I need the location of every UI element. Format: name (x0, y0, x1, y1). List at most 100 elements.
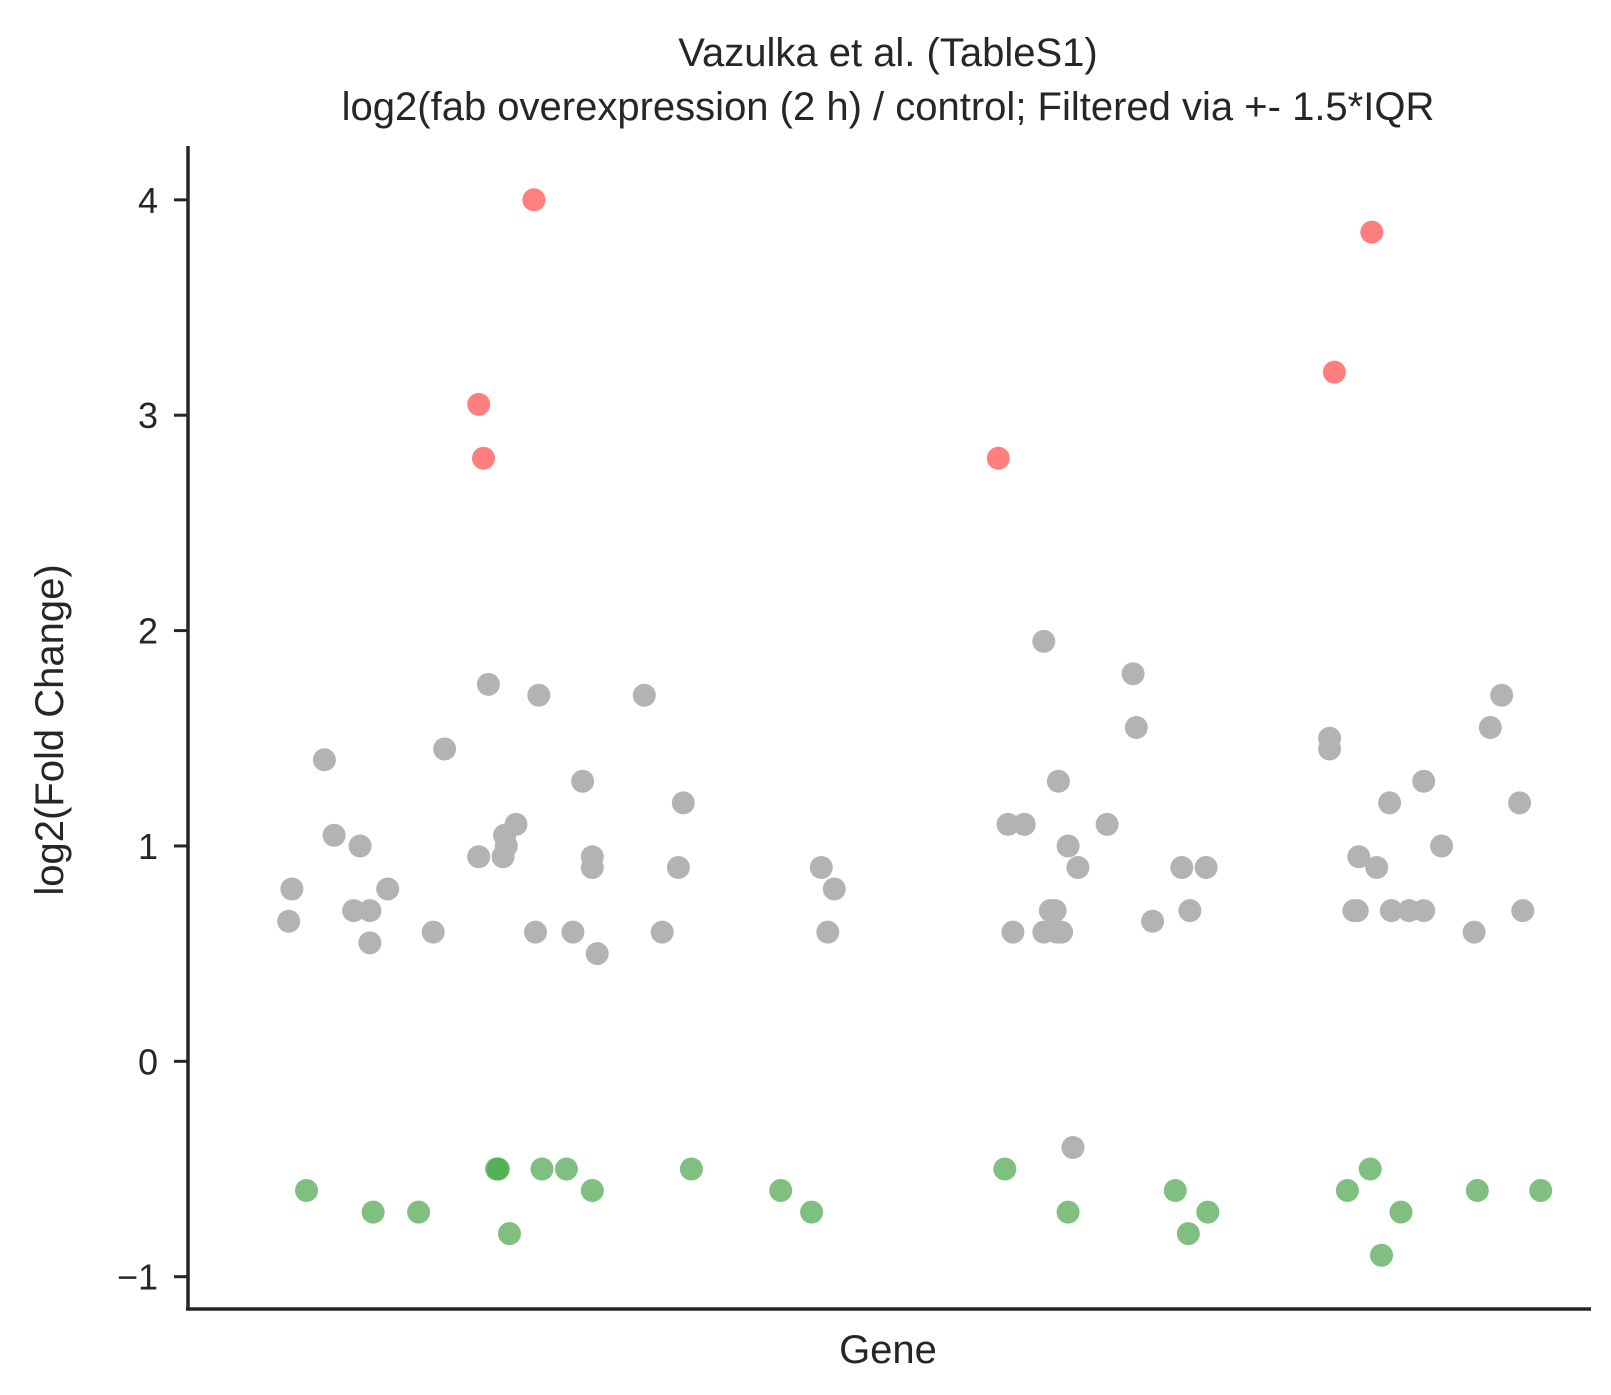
data-point-neutral (433, 737, 457, 761)
data-point-neutral (358, 899, 382, 923)
data-point-down (1529, 1179, 1553, 1202)
data-point-down (554, 1157, 578, 1181)
data-point-up (986, 446, 1010, 470)
data-point-neutral (1141, 909, 1165, 933)
data-point-neutral (1378, 791, 1402, 815)
data-point-neutral (1365, 856, 1389, 879)
y-ticks: −1 0 1 2 3 4 (117, 180, 188, 1298)
data-point-down (1389, 1200, 1413, 1224)
data-point-neutral (1001, 920, 1025, 944)
data-point-neutral (312, 748, 336, 772)
data-point-neutral (1121, 662, 1145, 686)
data-point-neutral (476, 672, 500, 696)
data-point-down (993, 1157, 1017, 1181)
data-point-neutral (277, 909, 301, 933)
data-point-neutral (1032, 629, 1056, 653)
data-point-neutral (348, 834, 372, 858)
data-point-neutral (1412, 769, 1436, 793)
data-point-down (769, 1179, 793, 1202)
data-point-neutral (1478, 716, 1502, 739)
data-point-neutral (494, 834, 518, 858)
data-point-neutral (1412, 899, 1436, 923)
data-point-down (1370, 1243, 1393, 1267)
data-point-neutral (666, 856, 690, 879)
data-point-neutral (1056, 834, 1080, 858)
data-point-neutral (1430, 834, 1454, 858)
data-point-neutral (524, 920, 547, 944)
y-axis-label: log2(Fold Change) (28, 564, 72, 895)
data-point-neutral (1347, 845, 1371, 869)
data-point-neutral (650, 920, 674, 944)
data-point-neutral (1012, 812, 1036, 836)
y-tick-label: −1 (117, 1257, 158, 1298)
data-point-down (530, 1157, 554, 1181)
data-point-neutral (585, 942, 609, 966)
data-point-down (1056, 1200, 1080, 1224)
data-point-up (467, 392, 491, 416)
data-point-down (295, 1179, 318, 1202)
data-point-neutral (822, 877, 846, 901)
data-point-down (580, 1179, 604, 1202)
data-point-neutral (1170, 856, 1194, 879)
data-point-down (1358, 1157, 1382, 1181)
data-point-down (679, 1157, 703, 1181)
y-tick-label: 0 (138, 1041, 158, 1082)
data-point-neutral (1095, 812, 1119, 836)
data-point-neutral (1050, 920, 1074, 944)
data-point-neutral (809, 856, 833, 879)
data-point-neutral (504, 812, 528, 836)
data-point-down (1465, 1179, 1489, 1202)
data-point-neutral (376, 877, 400, 901)
data-point-down (361, 1200, 385, 1224)
data-point-down-dark (486, 1157, 510, 1181)
data-point-neutral (1061, 1136, 1085, 1159)
data-point-down (498, 1222, 521, 1246)
data-point-neutral (816, 920, 840, 944)
y-tick-label: 2 (138, 611, 158, 652)
data-point-up (1360, 220, 1384, 244)
data-point-down (407, 1200, 431, 1224)
data-point-neutral (1043, 899, 1067, 923)
data-point-neutral (1318, 737, 1342, 761)
y-tick-label: 3 (138, 395, 158, 436)
data-point-neutral (1194, 856, 1218, 879)
data-point-neutral (1046, 769, 1070, 793)
data-point-neutral (1379, 899, 1403, 923)
data-point-neutral (1462, 920, 1486, 944)
data-point-down (1335, 1179, 1359, 1202)
data-point-down (1163, 1179, 1187, 1202)
data-point-up (1322, 360, 1346, 384)
data-point-neutral (1511, 899, 1535, 923)
data-point-neutral (1066, 856, 1090, 879)
data-point-neutral (561, 920, 585, 944)
data-point-neutral (1490, 683, 1514, 707)
data-point-down (1176, 1222, 1200, 1246)
data-point-neutral (527, 683, 551, 707)
data-point-neutral (1508, 791, 1532, 815)
y-tick-label: 4 (138, 180, 158, 221)
y-tick-label: 1 (138, 826, 158, 867)
chart-subtitle: log2(fab overexpression (2 h) / control;… (342, 85, 1435, 129)
data-point-neutral (671, 791, 695, 815)
data-point-neutral (467, 845, 491, 869)
data-point-neutral (342, 899, 366, 923)
data-point-up (472, 446, 495, 470)
data-point-neutral (996, 812, 1020, 836)
data-point-neutral (421, 920, 445, 944)
data-point-up (522, 188, 546, 212)
data-point-neutral (1124, 716, 1148, 739)
data-point-neutral (632, 683, 656, 707)
chart-title: Vazulka et al. (TableS1) (678, 31, 1097, 75)
data-point-down (1196, 1200, 1220, 1224)
data-point-neutral (280, 877, 304, 901)
x-axis-label: Gene (839, 1328, 937, 1372)
data-point-neutral (322, 823, 346, 847)
data-point-neutral (1178, 899, 1202, 923)
data-point-neutral (580, 856, 604, 879)
data-point-down (800, 1200, 824, 1224)
data-point-neutral (358, 931, 382, 955)
data-point-neutral (571, 769, 595, 793)
data-point-neutral (1345, 899, 1369, 923)
points-layer (277, 188, 1553, 1267)
